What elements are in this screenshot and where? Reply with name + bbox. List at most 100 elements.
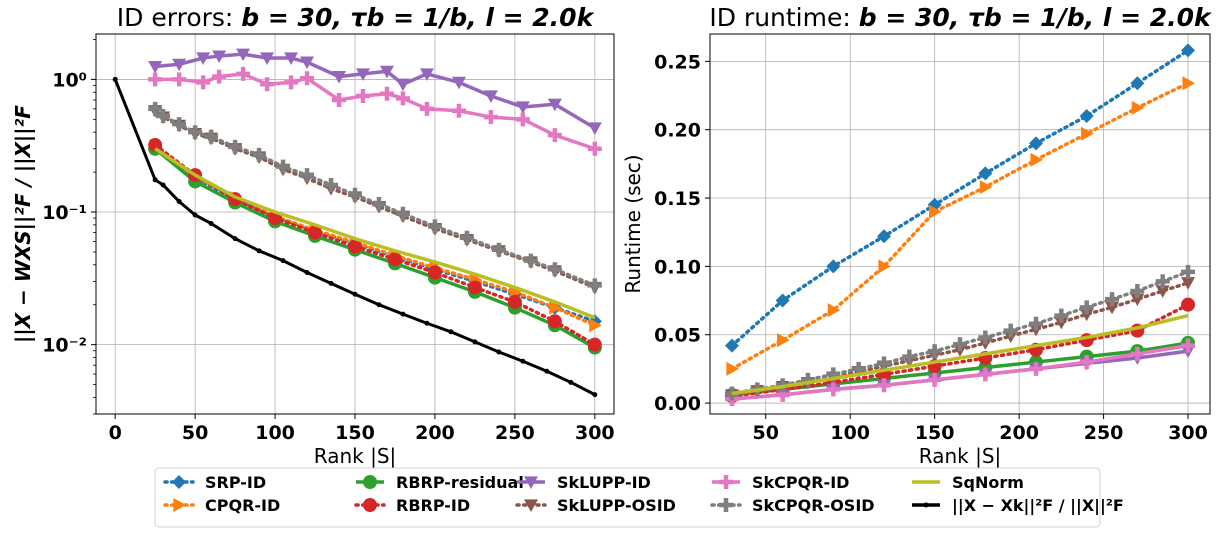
errors-series-baseline-point [280,258,286,264]
runtime-title-math: b = 30, τb = 1/b, l = 2.0k [859,3,1212,32]
runtime-series-skcpqr-osid-point [1105,292,1120,307]
errors-series-sqnorm-line [154,147,596,320]
errors-series-sklupp-id-point [284,52,299,66]
runtime-title-prefix: ID runtime: [709,3,858,32]
runtime-series-skcpqr-osid-point [1079,300,1094,315]
legend-item-sklupp-id: SkLUPP-ID [517,473,651,492]
runtime-series-srp-id-point [876,229,891,244]
errors-series-skcpqr-osid-point [371,196,386,211]
runtime-series-skcpqr-id-point [1130,346,1145,361]
runtime-series-sklupp-osid-point [1105,301,1120,315]
runtime-series-skcpqr-id-point [826,382,841,397]
runtime-series-skcpqr-id-point [1079,355,1094,370]
errors-series-skcpqr-id-point [379,86,394,101]
errors-series-sklupp-id-point [515,101,530,114]
errors-series-skcpqr-osid-point [156,108,171,123]
errors-series-skcpqr-id-point [355,88,370,103]
errors-title-prefix: ID errors: [117,3,242,32]
runtime-series-skcpqr-id-point [1181,338,1196,353]
errors-series-skcpqr-osid-point [252,147,267,162]
errors-series-baseline-point [232,236,238,242]
errors-series-baseline-point [424,320,430,326]
runtime-ytick-label: 0.00 [654,393,701,415]
errors-series-skcpqr-osid-point [228,139,243,154]
legend-label: SRP-ID [205,473,266,492]
runtime-series-cpqr-id-point [1081,126,1094,141]
runtime-series-sklupp-osid-point [1130,293,1145,307]
errors-series-skcpqr-osid-point [427,219,442,234]
errors-series-skcpqr-id-point [172,72,187,87]
errors-series-skcpqr-osid-point [348,187,362,202]
errors-series-skcpqr-osid-point [395,206,410,221]
errors-series-skcpqr-osid-point [204,129,219,144]
legend-item-skcpqr-id: SkCPQR-ID [712,473,849,492]
runtime-title: ID runtime: b = 30, τb = 1/b, l = 2.0k [709,3,1212,32]
runtime-series-skcpqr-id-line [731,343,1189,401]
errors-series-skcpqr-id-point [300,71,315,86]
runtime-series-cpqr-id-point [979,180,993,195]
errors-frame [95,33,615,415]
errors-series-baseline-point [496,349,502,355]
runtime-series-srp-id-point [1130,76,1145,91]
errors-series-skcpqr-id-point [212,69,227,84]
runtime-xtick-label: 250 [1084,422,1124,444]
errors-series-baseline-point [152,177,158,183]
errors-xlabel: Rank |S| [314,444,397,468]
errors-series-sklupp-id-point [236,48,251,62]
errors-series-sklupp-id-point [260,52,275,66]
runtime-series-srp-id-point [724,338,739,353]
legend-marker [173,498,186,512]
errors-series-rbrp-id-point [148,138,163,153]
runtime-series-rbrp-id-point [1181,297,1196,312]
runtime-ytick-label: 0.20 [654,120,701,142]
legend-item-baseline: ||X − Xk||²F / ||X||²F [912,496,1124,516]
errors-series-skcpqr-id-line [155,72,596,151]
errors-plot-area [112,48,602,398]
legend-item-rbrp-id: RBRP-ID [354,496,470,515]
errors-series-skcpqr-osid-point [324,177,339,192]
errors-series-skcpqr-id-point [260,77,275,92]
errors-series-skcpqr-id-point [587,141,602,156]
errors-series-rbrp-id-point [348,239,362,254]
runtime-series-sqnorm-line [731,313,1189,396]
errors-ytick-label: 10⁰ [52,69,87,91]
errors-series-baseline-point [352,291,358,297]
runtime-series-cpqr-id-line [730,81,1190,371]
errors-series-baseline-point [328,280,334,286]
errors-series-rbrp-id-point [308,225,323,240]
errors-series-rbrp-id-point [507,294,522,309]
errors-series-baseline-point [544,368,550,374]
legend-label: SqNorm [952,473,1024,492]
runtime-frame [709,33,1211,415]
runtime-xtick-label: 50 [753,422,779,444]
runtime-series-srp-id-point [1079,109,1094,124]
errors-series-sklupp-id-point [483,90,498,103]
errors-chart: 0 50 100 150 200 250 300 10⁰ 10⁻¹ 10⁻² ID errors: … [11,3,615,468]
legend-marker [524,476,538,489]
errors-xtick-label: 250 [495,422,535,444]
errors-series-baseline-point [520,358,526,364]
errors-xtick-label: 200 [415,422,455,444]
errors-title: ID errors: b = 30, τb = 1/b, l = 2.0k [117,3,595,32]
errors-series-sklupp-id-point [419,68,434,81]
legend-item-sklupp-osid: SkLUPP-OSID [515,496,676,515]
runtime-ytick-label: 0.05 [654,325,701,347]
runtime-series-skcpqr-osid-point [1130,283,1145,298]
errors-series-baseline-point [448,329,454,335]
runtime-series-cpqr-id-point [777,333,790,348]
errors-xtick-label: 150 [335,422,375,444]
runtime-series-skcpqr-osid-point [902,349,917,364]
legend-label: CPQR-ID [205,496,280,515]
errors-series-skcpqr-osid-point [188,125,203,140]
runtime-series-cpqr-id-point [1182,76,1196,91]
errors-series-cpqr-id-line [153,144,597,328]
errors-series-skcpqr-osid-point [587,278,602,293]
legend-label: SkCPQR-OSID [752,496,875,515]
runtime-series-skcpqr-id-point [978,367,993,382]
errors-series-baseline-point [304,270,310,276]
legend-item-skcpqr-osid: SkCPQR-OSID [710,496,875,515]
legend-label: ||X − Xk||²F / ||X||²F [952,496,1124,516]
errors-xtick-label: 0 [109,422,122,444]
errors-series-rbrp-id-point [387,252,402,267]
